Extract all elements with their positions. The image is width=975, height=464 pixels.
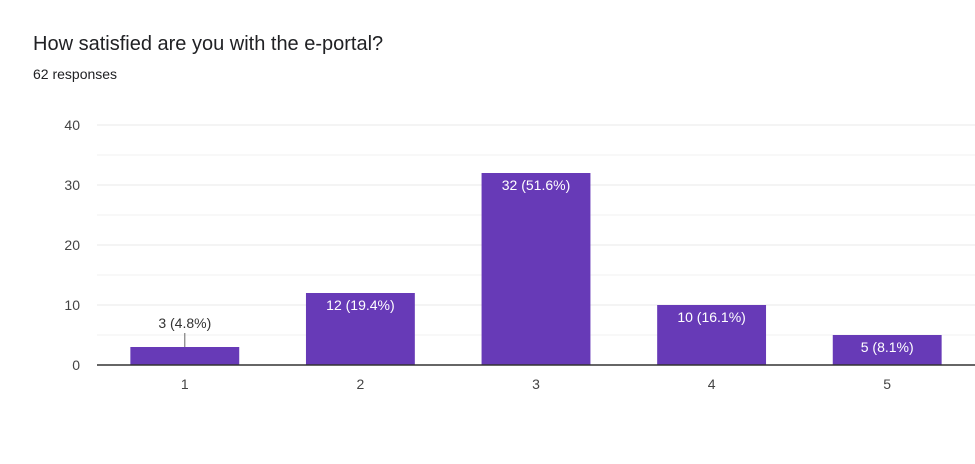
data-label: 32 (51.6%) (502, 177, 570, 193)
x-tick-label: 4 (708, 376, 716, 392)
y-tick-label: 30 (64, 177, 80, 193)
bar-3 (481, 173, 591, 365)
data-label: 5 (8.1%) (861, 339, 914, 355)
bar-1 (130, 347, 240, 365)
bars (130, 173, 942, 365)
data-labels: 3 (4.8%) 12 (19.4%) 32 (51.6%) 10 (16.1%) 5 … (158, 177, 913, 355)
y-tick-label: 0 (72, 357, 80, 373)
data-label: 3 (4.8%) (158, 315, 211, 331)
y-tick-label: 20 (64, 237, 80, 253)
bar-2 (305, 293, 415, 365)
bar-5 (832, 335, 942, 365)
data-label: 10 (16.1%) (677, 309, 745, 325)
response-count: 62 responses (33, 66, 118, 82)
x-tick-label: 1 (181, 376, 189, 392)
y-tick-label: 10 (64, 297, 80, 313)
y-axis-ticks: 0 10 20 30 40 (64, 117, 80, 373)
bar-4 (657, 305, 767, 365)
x-tick-label: 2 (357, 376, 365, 392)
x-tick-label: 3 (532, 376, 540, 392)
data-label: 12 (19.4%) (326, 297, 394, 313)
chart-title: How satisfied are you with the e-portal? (33, 33, 384, 55)
x-tick-label: 5 (883, 376, 891, 392)
x-axis-ticks: 1 2 3 4 5 (181, 376, 891, 392)
y-tick-label: 40 (64, 117, 80, 133)
